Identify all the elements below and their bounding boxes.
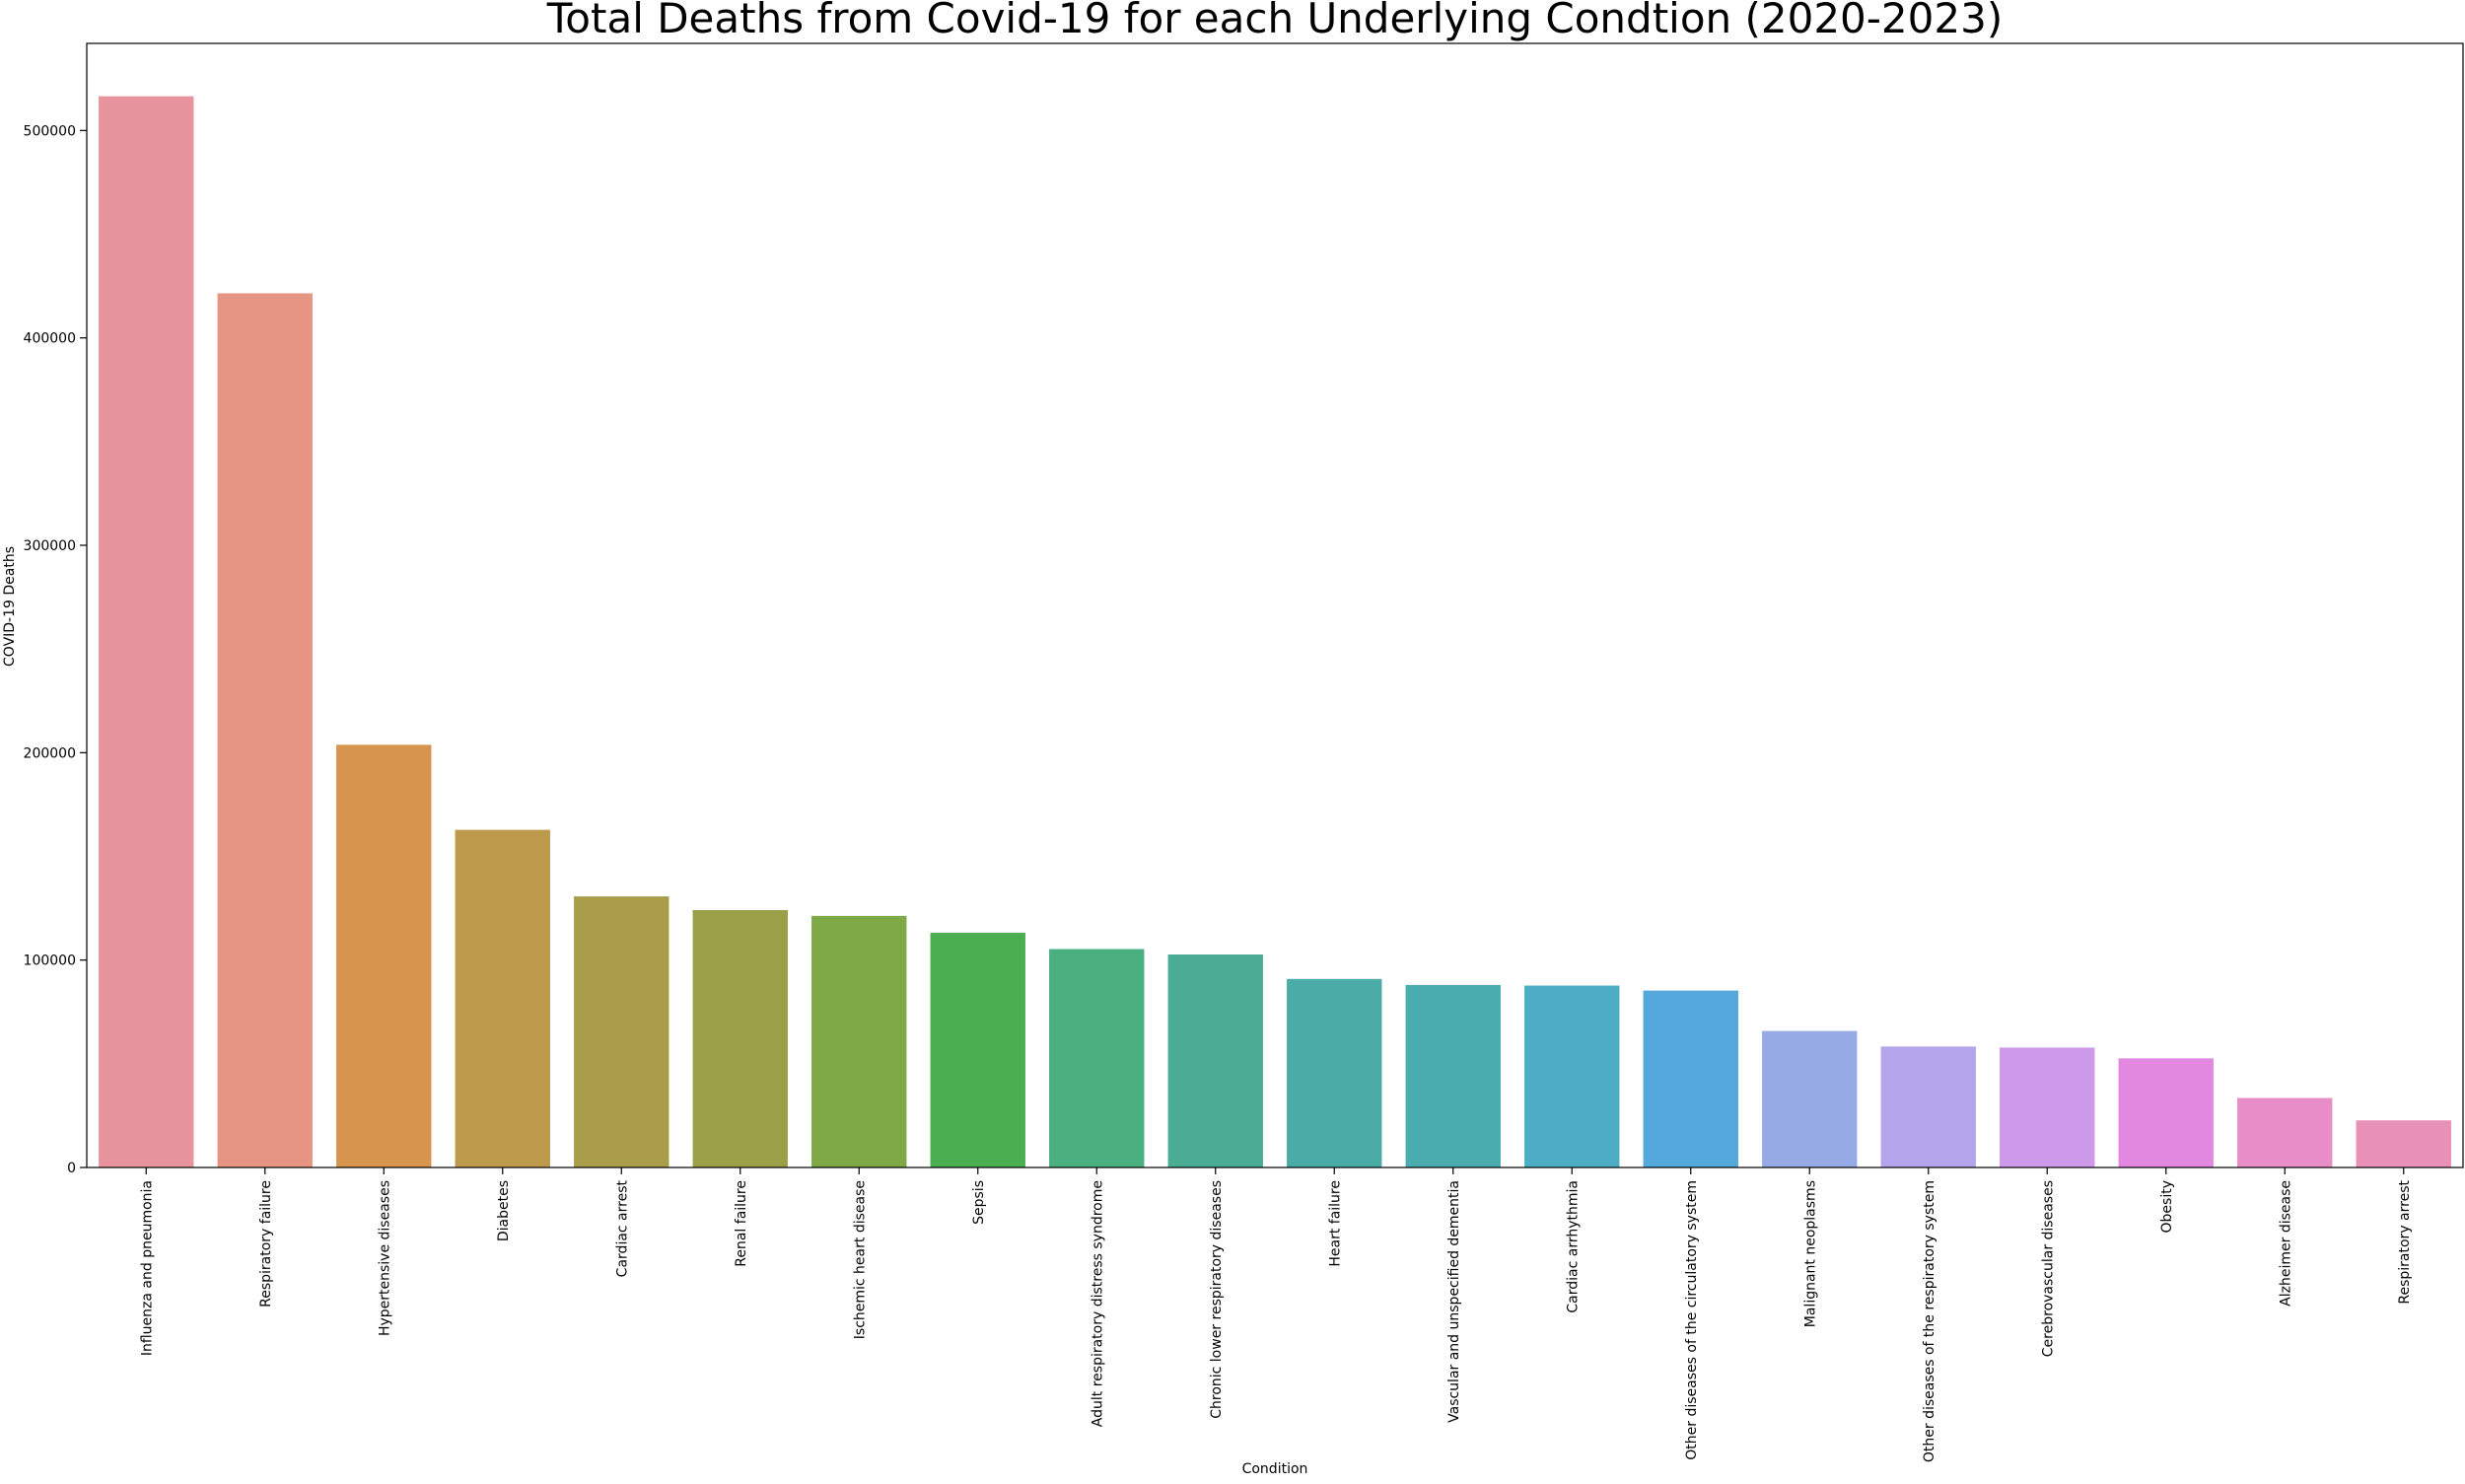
plot-frame bbox=[86, 42, 2464, 1168]
y-tick-label: 0 bbox=[67, 1161, 76, 1176]
bar-cerebrovascular-diseases bbox=[2000, 1047, 2095, 1167]
y-tick-label: 300000 bbox=[24, 538, 76, 554]
x-tick-label: Other diseases of the circulatory system bbox=[1684, 1180, 1700, 1460]
bar-chronic-lower-respiratory-diseases bbox=[1167, 954, 1263, 1167]
bar-malignant-neoplasms bbox=[1762, 1030, 1858, 1167]
bars-layer bbox=[99, 96, 2451, 1168]
x-tick-label: Hypertensive diseases bbox=[377, 1180, 392, 1336]
y-tick-label: 400000 bbox=[24, 331, 76, 347]
bar-alzheimer-disease bbox=[2237, 1097, 2333, 1167]
x-tick-label: Sepsis bbox=[971, 1180, 987, 1225]
x-tick-label: Vascular and unspecified dementia bbox=[1446, 1180, 1462, 1423]
y-tick-label: 100000 bbox=[24, 954, 76, 969]
x-tick-label: Chronic lower respiratory diseases bbox=[1209, 1180, 1225, 1419]
axes-layer: Influenza and pneumonia Respiratory failu… bbox=[24, 42, 2464, 1462]
y-axis-label: COVID-19 Deaths bbox=[2, 546, 18, 667]
bar-adult-respiratory-distress-syndrome bbox=[1049, 949, 1145, 1167]
x-tick-label: Other diseases of the respiratory system bbox=[1922, 1180, 1937, 1462]
bar-diabetes bbox=[455, 829, 550, 1167]
y-tick-label: 500000 bbox=[24, 123, 76, 139]
x-axis-label: Condition bbox=[1242, 1461, 1308, 1477]
bar-vascular-and-unspecified-dementia bbox=[1405, 984, 1501, 1167]
x-tick-label: Cerebrovascular diseases bbox=[2040, 1180, 2056, 1357]
bar-respiratory-arrest bbox=[2356, 1120, 2451, 1167]
x-tick-label: Respiratory failure bbox=[258, 1180, 274, 1307]
x-tick-label: Adult respiratory distress syndrome bbox=[1090, 1180, 1105, 1427]
x-tick-label: Obesity bbox=[2159, 1180, 2175, 1233]
bar-ischemic-heart-disease bbox=[811, 915, 907, 1167]
x-tick-label: Influenza and pneumonia bbox=[139, 1180, 155, 1356]
x-tick-label: Cardiac arrhythmia bbox=[1565, 1180, 1581, 1313]
bar-renal-failure bbox=[692, 909, 788, 1167]
chart-title: Total Deaths from Covid-19 for each Unde… bbox=[546, 0, 2003, 42]
x-tick-label: Diabetes bbox=[496, 1180, 512, 1241]
bar-other-diseases-of-the-circulatory-system bbox=[1643, 990, 1738, 1167]
x-tick-label: Renal failure bbox=[734, 1180, 749, 1267]
x-tick-label: Respiratory arrest bbox=[2397, 1180, 2413, 1305]
y-tick-label: 200000 bbox=[24, 745, 76, 761]
x-tick-label: Malignant neoplasms bbox=[1802, 1180, 1818, 1327]
x-tick-label: Ischemic heart disease bbox=[852, 1180, 868, 1339]
bar-cardiac-arrest bbox=[574, 896, 669, 1167]
bar-respiratory-failure bbox=[217, 293, 313, 1167]
x-tick-label: Cardiac arrest bbox=[614, 1180, 630, 1278]
bar-sepsis bbox=[930, 932, 1025, 1167]
bar-hypertensive-diseases bbox=[336, 744, 432, 1167]
x-tick-label: Alzheimer disease bbox=[2278, 1180, 2293, 1307]
bar-heart-failure bbox=[1287, 978, 1382, 1167]
bar-other-diseases-of-the-respiratory-system bbox=[1880, 1046, 1976, 1167]
bar-influenza-and-pneumonia bbox=[99, 96, 194, 1168]
bar-obesity bbox=[2118, 1058, 2214, 1167]
x-tick-label: Heart failure bbox=[1327, 1180, 1343, 1267]
bar-cardiac-arrhythmia bbox=[1524, 985, 1620, 1167]
